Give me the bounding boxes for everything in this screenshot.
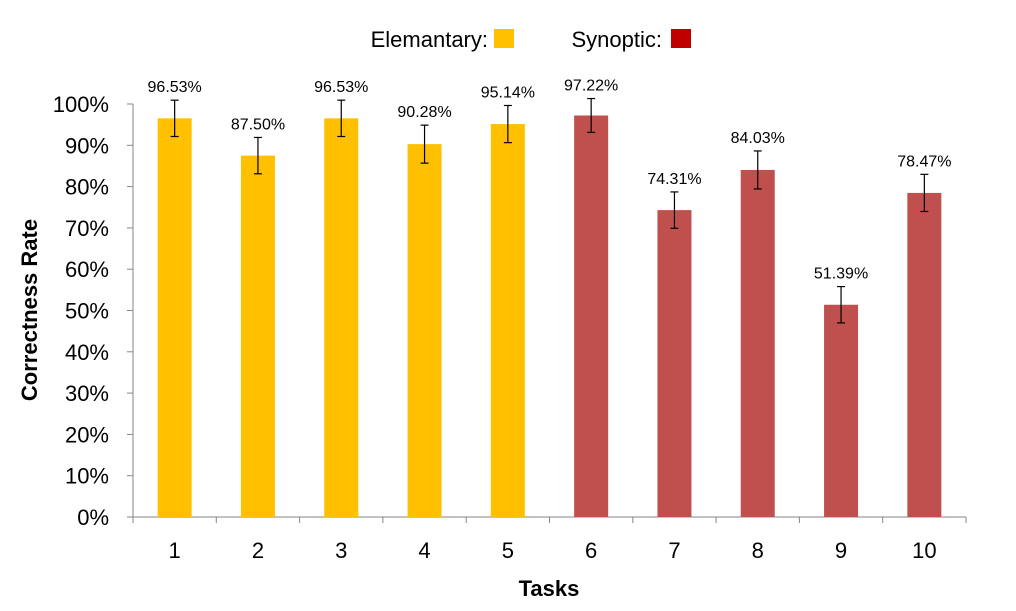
error-bar <box>503 104 512 144</box>
x-tick-label: 7 <box>668 538 680 563</box>
x-axis-title: Tasks <box>519 576 580 601</box>
bar <box>324 118 359 517</box>
x-tick-label: 3 <box>335 538 347 563</box>
error-bar <box>920 173 929 213</box>
legend-item: Synoptic: <box>572 27 691 52</box>
data-label: 96.53% <box>314 79 368 96</box>
x-tick-label: 2 <box>252 538 264 563</box>
data-label: 78.47% <box>897 153 951 170</box>
error-bar <box>670 191 679 229</box>
bar <box>740 169 775 517</box>
error-bars <box>170 97 929 324</box>
y-tick-label: 0% <box>77 505 109 530</box>
data-label: 96.53% <box>148 79 202 96</box>
y-axis: 0% 10% 20% 30% 40% 50% 60% 70% 80% 90% 100% <box>53 92 134 530</box>
data-label: 95.14% <box>481 84 535 101</box>
error-bar <box>170 99 179 138</box>
y-tick-label: 10% <box>65 464 109 489</box>
y-axis-title: Correctness Rate <box>17 219 42 401</box>
x-tick-label: 9 <box>835 538 847 563</box>
x-tick-label: 1 <box>169 538 181 563</box>
bar <box>824 304 859 517</box>
data-labels: 96.53% 87.50% 96.53% 90.28% 95.14% 97.22% 74.3… <box>148 78 952 283</box>
y-tick-label: 40% <box>65 340 109 365</box>
x-tick-label: 4 <box>418 538 430 563</box>
x-tick-label: 10 <box>912 538 936 563</box>
data-label: 74.31% <box>647 171 701 188</box>
bar <box>907 192 942 518</box>
error-bar <box>753 150 762 190</box>
data-label: 84.03% <box>731 130 785 147</box>
legend-item: Elemantary: <box>371 27 514 52</box>
data-label: 90.28% <box>397 104 451 121</box>
bar <box>574 115 609 518</box>
y-tick-label: 80% <box>65 175 109 200</box>
legend-label: Synoptic: <box>572 27 663 52</box>
y-tick-label: 60% <box>65 257 109 282</box>
x-tick-label: 6 <box>585 538 597 563</box>
legend-swatch <box>494 29 514 48</box>
y-tick-label: 50% <box>65 299 109 324</box>
x-tick-label: 5 <box>502 538 514 563</box>
y-tick-label: 90% <box>65 133 109 158</box>
x-tick-label: 8 <box>752 538 764 563</box>
bar <box>407 144 442 517</box>
data-label: 87.50% <box>231 116 285 133</box>
legend-swatch <box>671 29 691 48</box>
error-bar <box>587 97 596 134</box>
legend: Elemantary: Synoptic: <box>371 27 691 52</box>
bars <box>157 115 942 518</box>
x-axis: 1 2 3 4 5 6 7 8 9 10 <box>132 516 967 563</box>
bar <box>240 155 275 517</box>
data-label: 51.39% <box>814 266 868 283</box>
error-bar <box>337 99 346 138</box>
legend-label: Elemantary: <box>371 27 488 52</box>
bar <box>490 124 525 517</box>
error-bar <box>253 136 262 175</box>
y-tick-label: 100% <box>53 92 109 117</box>
error-bar <box>420 124 429 164</box>
data-label: 97.22% <box>564 78 618 95</box>
error-bar <box>837 285 846 324</box>
bar <box>657 210 692 517</box>
y-tick-label: 20% <box>65 422 109 447</box>
y-tick-label: 30% <box>65 381 109 406</box>
bar <box>157 118 192 517</box>
y-tick-label: 70% <box>65 216 109 241</box>
